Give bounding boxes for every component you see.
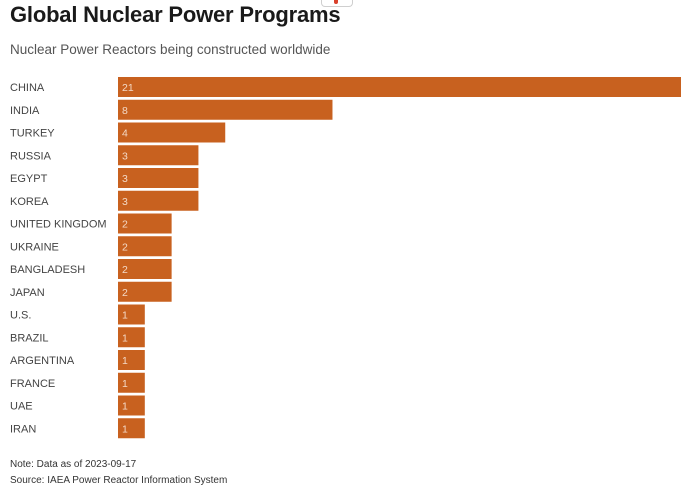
bar-iran <box>118 418 145 439</box>
bar-korea <box>118 190 199 211</box>
category-label-japan: JAPAN <box>10 287 45 299</box>
bar-uae <box>118 395 145 416</box>
value-label-egypt: 3 <box>122 173 128 185</box>
category-label-france: FRANCE <box>10 378 55 390</box>
bar-u-s <box>118 304 145 325</box>
bar-brazil <box>118 327 145 348</box>
category-label-iran: IRAN <box>10 423 36 435</box>
category-label-india: INDIA <box>10 105 40 117</box>
category-label-egypt: EGYPT <box>10 173 48 185</box>
chart-note: Note: Data as of 2023-09-17 <box>10 459 137 470</box>
category-label-turkey: TURKEY <box>10 128 55 140</box>
bar-china <box>118 77 681 97</box>
value-label-france: 1 <box>122 378 128 390</box>
category-label-u-s: U.S. <box>10 310 31 322</box>
bar-united-kingdom <box>118 213 172 234</box>
value-label-japan: 2 <box>122 287 128 299</box>
bar-russia <box>118 145 199 166</box>
chart-subtitle: Nuclear Power Reactors being constructed… <box>10 42 331 57</box>
category-label-russia: RUSSIA <box>10 150 52 162</box>
category-label-brazil: BRAZIL <box>10 332 49 344</box>
bar-india <box>118 99 333 120</box>
value-label-argentina: 1 <box>122 355 128 367</box>
value-label-bangladesh: 2 <box>122 264 128 276</box>
value-label-china: 21 <box>122 82 134 94</box>
value-label-ukraine: 2 <box>122 241 128 253</box>
category-label-korea: KOREA <box>10 196 49 208</box>
bar-ukraine <box>118 236 172 257</box>
value-label-india: 8 <box>122 105 128 117</box>
value-label-korea: 3 <box>122 196 128 208</box>
bar-argentina <box>118 350 145 370</box>
bar-egypt <box>118 168 199 188</box>
value-label-u-s: 1 <box>122 310 128 322</box>
category-label-united-kingdom: UNITED KINGDOM <box>10 219 107 231</box>
bar-france <box>118 372 145 393</box>
value-label-turkey: 4 <box>122 128 128 140</box>
value-label-uae: 1 <box>122 401 128 413</box>
value-label-united-kingdom: 2 <box>122 219 128 231</box>
category-label-ukraine: UKRAINE <box>10 241 59 253</box>
category-label-bangladesh: BANGLADESH <box>10 264 85 276</box>
category-label-china: CHINA <box>10 82 45 94</box>
chart-title: Global Nuclear Power Programs <box>10 2 341 27</box>
chart-source: Source: IAEA Power Reactor Information S… <box>10 475 228 486</box>
value-label-iran: 1 <box>122 423 128 435</box>
value-label-brazil: 1 <box>122 332 128 344</box>
value-label-russia: 3 <box>122 150 128 162</box>
bar-turkey <box>118 122 226 143</box>
category-label-argentina: ARGENTINA <box>10 355 75 367</box>
bar-japan <box>118 281 172 302</box>
cropped-widget-fragment <box>321 0 353 7</box>
bar-bangladesh <box>118 259 172 279</box>
category-label-uae: UAE <box>10 401 33 413</box>
